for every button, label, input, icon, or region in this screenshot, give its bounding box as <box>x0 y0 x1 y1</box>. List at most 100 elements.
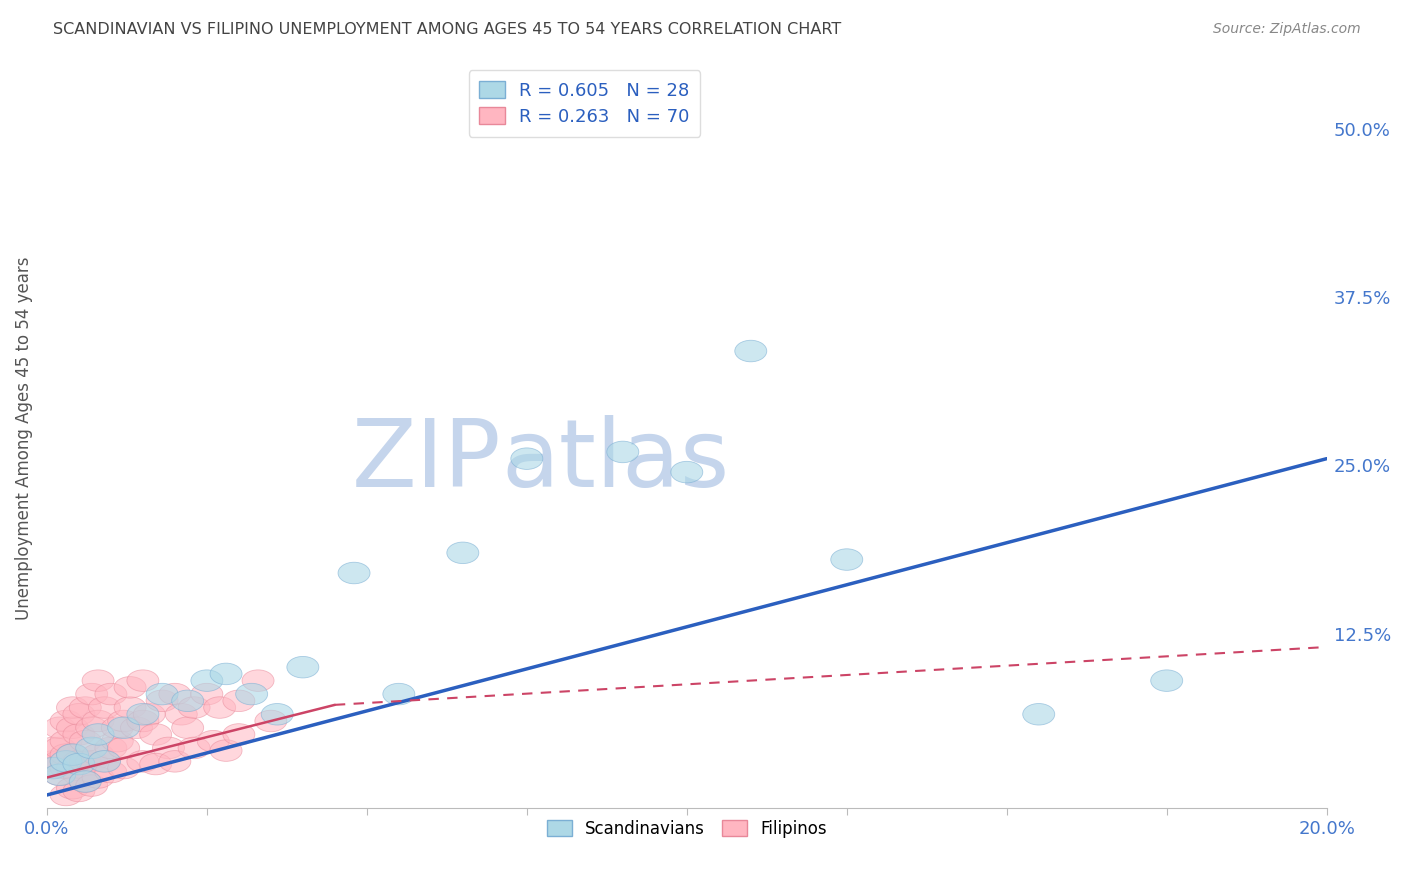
Ellipse shape <box>94 762 127 783</box>
Ellipse shape <box>82 744 114 765</box>
Ellipse shape <box>101 731 134 752</box>
Ellipse shape <box>108 710 139 731</box>
Ellipse shape <box>56 778 89 799</box>
Ellipse shape <box>108 737 139 759</box>
Ellipse shape <box>94 683 127 705</box>
Ellipse shape <box>159 750 191 772</box>
Ellipse shape <box>146 683 179 705</box>
Text: Source: ZipAtlas.com: Source: ZipAtlas.com <box>1213 22 1361 37</box>
Ellipse shape <box>76 775 108 797</box>
Text: ZIP: ZIP <box>352 415 501 507</box>
Ellipse shape <box>51 750 82 772</box>
Text: SCANDINAVIAN VS FILIPINO UNEMPLOYMENT AMONG AGES 45 TO 54 YEARS CORRELATION CHAR: SCANDINAVIAN VS FILIPINO UNEMPLOYMENT AM… <box>53 22 842 37</box>
Ellipse shape <box>51 757 82 779</box>
Ellipse shape <box>114 697 146 718</box>
Ellipse shape <box>108 757 139 779</box>
Ellipse shape <box>69 731 101 752</box>
Ellipse shape <box>44 717 76 739</box>
Ellipse shape <box>63 780 94 802</box>
Ellipse shape <box>56 744 89 765</box>
Ellipse shape <box>89 750 121 772</box>
Ellipse shape <box>38 750 69 772</box>
Ellipse shape <box>671 461 703 483</box>
Ellipse shape <box>56 697 89 718</box>
Ellipse shape <box>44 764 76 786</box>
Ellipse shape <box>56 717 89 739</box>
Ellipse shape <box>197 731 229 752</box>
Ellipse shape <box>127 750 159 772</box>
Ellipse shape <box>82 710 114 731</box>
Ellipse shape <box>63 723 94 745</box>
Ellipse shape <box>191 683 224 705</box>
Ellipse shape <box>127 704 159 725</box>
Ellipse shape <box>262 704 294 725</box>
Ellipse shape <box>134 704 166 725</box>
Ellipse shape <box>607 442 638 463</box>
Ellipse shape <box>94 737 127 759</box>
Ellipse shape <box>51 784 82 805</box>
Ellipse shape <box>139 753 172 775</box>
Ellipse shape <box>159 683 191 705</box>
Ellipse shape <box>56 757 89 779</box>
Ellipse shape <box>254 710 287 731</box>
Ellipse shape <box>236 683 267 705</box>
Ellipse shape <box>82 670 114 691</box>
Ellipse shape <box>69 750 101 772</box>
Ellipse shape <box>89 697 121 718</box>
Ellipse shape <box>447 542 479 564</box>
Ellipse shape <box>224 690 254 712</box>
Ellipse shape <box>121 717 152 739</box>
Ellipse shape <box>51 750 82 772</box>
Ellipse shape <box>76 683 108 705</box>
Ellipse shape <box>51 731 82 752</box>
Ellipse shape <box>89 750 121 772</box>
Ellipse shape <box>224 723 254 745</box>
Ellipse shape <box>114 677 146 698</box>
Ellipse shape <box>191 670 224 691</box>
Ellipse shape <box>63 750 94 772</box>
Ellipse shape <box>82 767 114 789</box>
Ellipse shape <box>44 764 76 786</box>
Legend: Scandinavians, Filipinos: Scandinavians, Filipinos <box>540 814 834 845</box>
Ellipse shape <box>51 710 82 731</box>
Ellipse shape <box>287 657 319 678</box>
Ellipse shape <box>242 670 274 691</box>
Ellipse shape <box>82 723 114 745</box>
Ellipse shape <box>179 697 209 718</box>
Y-axis label: Unemployment Among Ages 45 to 54 years: Unemployment Among Ages 45 to 54 years <box>15 257 32 620</box>
Ellipse shape <box>209 663 242 685</box>
Ellipse shape <box>56 744 89 765</box>
Ellipse shape <box>204 697 236 718</box>
Ellipse shape <box>337 562 370 583</box>
Ellipse shape <box>735 340 766 362</box>
Ellipse shape <box>63 764 94 786</box>
Ellipse shape <box>38 757 69 779</box>
Ellipse shape <box>69 771 101 792</box>
Ellipse shape <box>51 744 82 765</box>
Ellipse shape <box>172 690 204 712</box>
Ellipse shape <box>76 717 108 739</box>
Ellipse shape <box>127 670 159 691</box>
Ellipse shape <box>166 704 197 725</box>
Ellipse shape <box>1150 670 1182 691</box>
Ellipse shape <box>1022 704 1054 725</box>
Text: atlas: atlas <box>501 415 730 507</box>
Ellipse shape <box>152 737 184 759</box>
Ellipse shape <box>76 750 108 772</box>
Ellipse shape <box>831 549 863 570</box>
Ellipse shape <box>108 717 139 739</box>
Ellipse shape <box>139 723 172 745</box>
Ellipse shape <box>69 697 101 718</box>
Ellipse shape <box>510 448 543 469</box>
Ellipse shape <box>44 750 76 772</box>
Ellipse shape <box>69 771 101 792</box>
Ellipse shape <box>146 690 179 712</box>
Ellipse shape <box>209 739 242 762</box>
Ellipse shape <box>127 710 159 731</box>
Ellipse shape <box>38 757 69 779</box>
Ellipse shape <box>44 737 76 759</box>
Ellipse shape <box>172 717 204 739</box>
Ellipse shape <box>101 717 134 739</box>
Ellipse shape <box>76 737 108 759</box>
Ellipse shape <box>38 737 69 759</box>
